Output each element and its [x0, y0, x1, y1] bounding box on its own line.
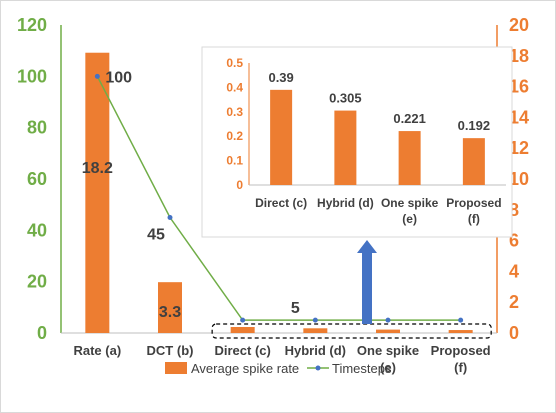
- inset-category-label: (e): [402, 212, 417, 226]
- inset-category-label: (f): [468, 212, 480, 226]
- spike-rate-bar: [448, 330, 473, 333]
- legend-swatch-spike-rate: [165, 362, 187, 374]
- left-y-tick-label: 80: [27, 118, 47, 138]
- spike-rate-bar: [376, 329, 400, 333]
- left-y-tick-label: 40: [27, 220, 47, 240]
- legend-label-timesteps: Timesteps: [332, 361, 392, 376]
- inset-panel: [201, 46, 513, 238]
- x-category-label: (f): [454, 360, 467, 375]
- bar-data-label: 3.3: [159, 304, 181, 321]
- timesteps-point: [167, 215, 173, 220]
- left-y-tick-label: 120: [17, 15, 47, 35]
- spike-rate-bar: [85, 52, 110, 333]
- line-data-label: 100: [105, 69, 132, 86]
- inset-bar: [462, 138, 485, 185]
- inset-bar-data-label: 0.305: [329, 91, 362, 106]
- right-y-tick-label: 6: [509, 231, 519, 251]
- inset-y-tick-label: 0.4: [226, 80, 243, 94]
- inset-y-tick-label: 0.3: [226, 105, 243, 119]
- legend-label-spike-rate: Average spike rate: [191, 361, 299, 376]
- inset-bar: [334, 110, 357, 185]
- x-category-label: One spike: [357, 343, 419, 358]
- left-y-tick-label: 60: [27, 169, 47, 189]
- right-y-tick-label: 2: [509, 292, 519, 312]
- spike-rate-bar: [230, 326, 255, 333]
- right-y-tick-label: 14: [509, 107, 529, 127]
- right-y-tick-label: 12: [509, 138, 529, 158]
- right-y-tick-label: 16: [509, 77, 529, 97]
- x-category-label: Proposed: [431, 343, 491, 358]
- x-category-label: Direct (c): [214, 343, 270, 358]
- timesteps-point: [240, 317, 246, 323]
- timesteps-line: [96, 75, 461, 321]
- right-y-tick-label: 10: [509, 169, 529, 189]
- inset-bar-data-label: 0.39: [268, 70, 293, 85]
- right-y-tick-label: 4: [509, 261, 519, 281]
- x-category-label: DCT (b): [147, 343, 194, 358]
- legend-swatch-timesteps-point: [315, 365, 321, 371]
- inset-y-tick-label: 0.2: [226, 129, 243, 143]
- zoom-arrow: [357, 240, 377, 324]
- inset-bar-data-label: 0.192: [458, 118, 491, 133]
- x-category-label: Hybrid (d): [285, 343, 346, 358]
- inset-y-tick-label: 0.1: [226, 154, 243, 168]
- timesteps-point: [458, 317, 464, 323]
- right-y-tick-label: 8: [509, 200, 519, 220]
- x-category-label: (e): [380, 360, 396, 375]
- right-y-tick-label: 0: [509, 323, 519, 343]
- line-data-label: 45: [147, 227, 165, 244]
- inset-category-label: Proposed: [446, 196, 501, 210]
- left-y-tick-label: 0: [37, 323, 47, 343]
- inset-bar-data-label: 0.221: [393, 111, 426, 126]
- spike-rate-bar: [303, 328, 328, 333]
- bar-data-label: 18.2: [82, 160, 113, 177]
- timesteps-point: [94, 73, 100, 79]
- timesteps-point: [312, 317, 318, 323]
- highlight-dashed-box: [211, 323, 492, 339]
- right-y-tick-label: 18: [509, 46, 529, 66]
- timesteps-point: [385, 317, 391, 323]
- line-data-label: 5: [291, 300, 300, 317]
- right-y-tick-label: 20: [509, 15, 529, 35]
- spike-rate-bar: [158, 282, 182, 333]
- inset-category-label: Hybrid (d): [317, 196, 374, 210]
- x-category-label: Rate (a): [73, 343, 121, 358]
- inset-y-tick-label: 0.5: [226, 56, 243, 70]
- left-y-tick-label: 100: [17, 66, 47, 86]
- inset-bar: [270, 89, 293, 185]
- inset-bar: [398, 131, 421, 185]
- inset-category-label: Direct (c): [255, 196, 307, 210]
- left-y-tick-label: 20: [27, 272, 47, 292]
- inset-category-label: One spike: [381, 196, 439, 210]
- inset-y-tick-label: 0: [236, 178, 243, 192]
